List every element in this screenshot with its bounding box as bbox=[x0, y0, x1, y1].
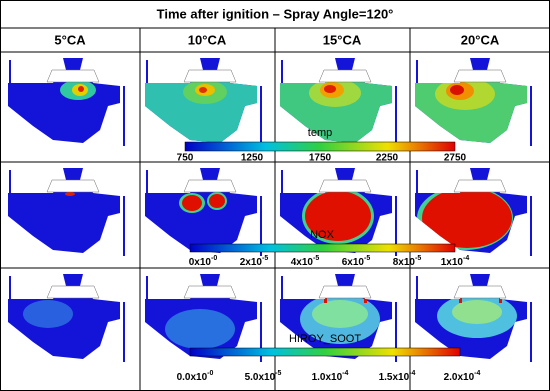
column-header: 10°CA bbox=[188, 32, 227, 47]
colorbar-tick: 0.0x10-0 bbox=[177, 370, 214, 383]
colorbar-tick: 4x10-5 bbox=[291, 255, 320, 268]
contour-image bbox=[8, 167, 125, 257]
colorbar-tick: 6x10-5 bbox=[342, 255, 371, 268]
colorbar-tick: 1x10-4 bbox=[441, 255, 470, 268]
column-header: 15°CA bbox=[323, 32, 362, 47]
colorbar-tick: 1250 bbox=[241, 153, 264, 164]
colorbar: HIROY_SOOT 0.0x10-0 5.0x10-5 1.0x10-4 1.… bbox=[177, 333, 481, 383]
colorbar-tick: 2x10-5 bbox=[240, 255, 269, 268]
contour-image bbox=[145, 167, 262, 257]
colorbar-tick: 1750 bbox=[309, 153, 332, 164]
column-header: 5°CA bbox=[54, 32, 86, 47]
contour-image bbox=[415, 57, 532, 147]
contour-image bbox=[415, 167, 532, 257]
contour-image bbox=[8, 57, 125, 147]
colorbar-tick: 1.0x10-4 bbox=[312, 370, 349, 383]
contour-image bbox=[280, 57, 397, 147]
title: Time after ignition – Spray Angle=120° bbox=[157, 6, 394, 21]
colorbar: temp 750 1250 1750 2250 2750 bbox=[177, 127, 467, 164]
contour-image bbox=[8, 273, 125, 363]
colorbar-label: temp bbox=[308, 127, 332, 139]
contour-image bbox=[145, 57, 262, 147]
contour-image bbox=[145, 273, 262, 363]
contour-image bbox=[415, 273, 532, 363]
colorbar-tick: 2750 bbox=[444, 153, 467, 164]
colorbar-tick: 1.5x10-4 bbox=[379, 370, 416, 383]
contour-image bbox=[280, 273, 397, 363]
colorbar-label: NOX bbox=[310, 229, 335, 241]
column-header: 20°CA bbox=[461, 32, 500, 47]
colorbar-tick: 2250 bbox=[376, 153, 399, 164]
colorbar-label: HIROY_SOOT bbox=[289, 333, 361, 345]
colorbar-tick: 5.0x10-5 bbox=[245, 370, 282, 383]
colorbar-tick: 2.0x10-4 bbox=[444, 370, 481, 383]
colorbar: NOX 0x10-0 2x10-5 4x10-5 6x10-5 8x10-5 1… bbox=[189, 229, 470, 268]
colorbar-tick: 8x10-5 bbox=[393, 255, 422, 268]
colorbar-tick: 750 bbox=[177, 153, 194, 164]
colorbar-tick: 0x10-0 bbox=[189, 255, 218, 268]
contour-image bbox=[280, 167, 397, 257]
